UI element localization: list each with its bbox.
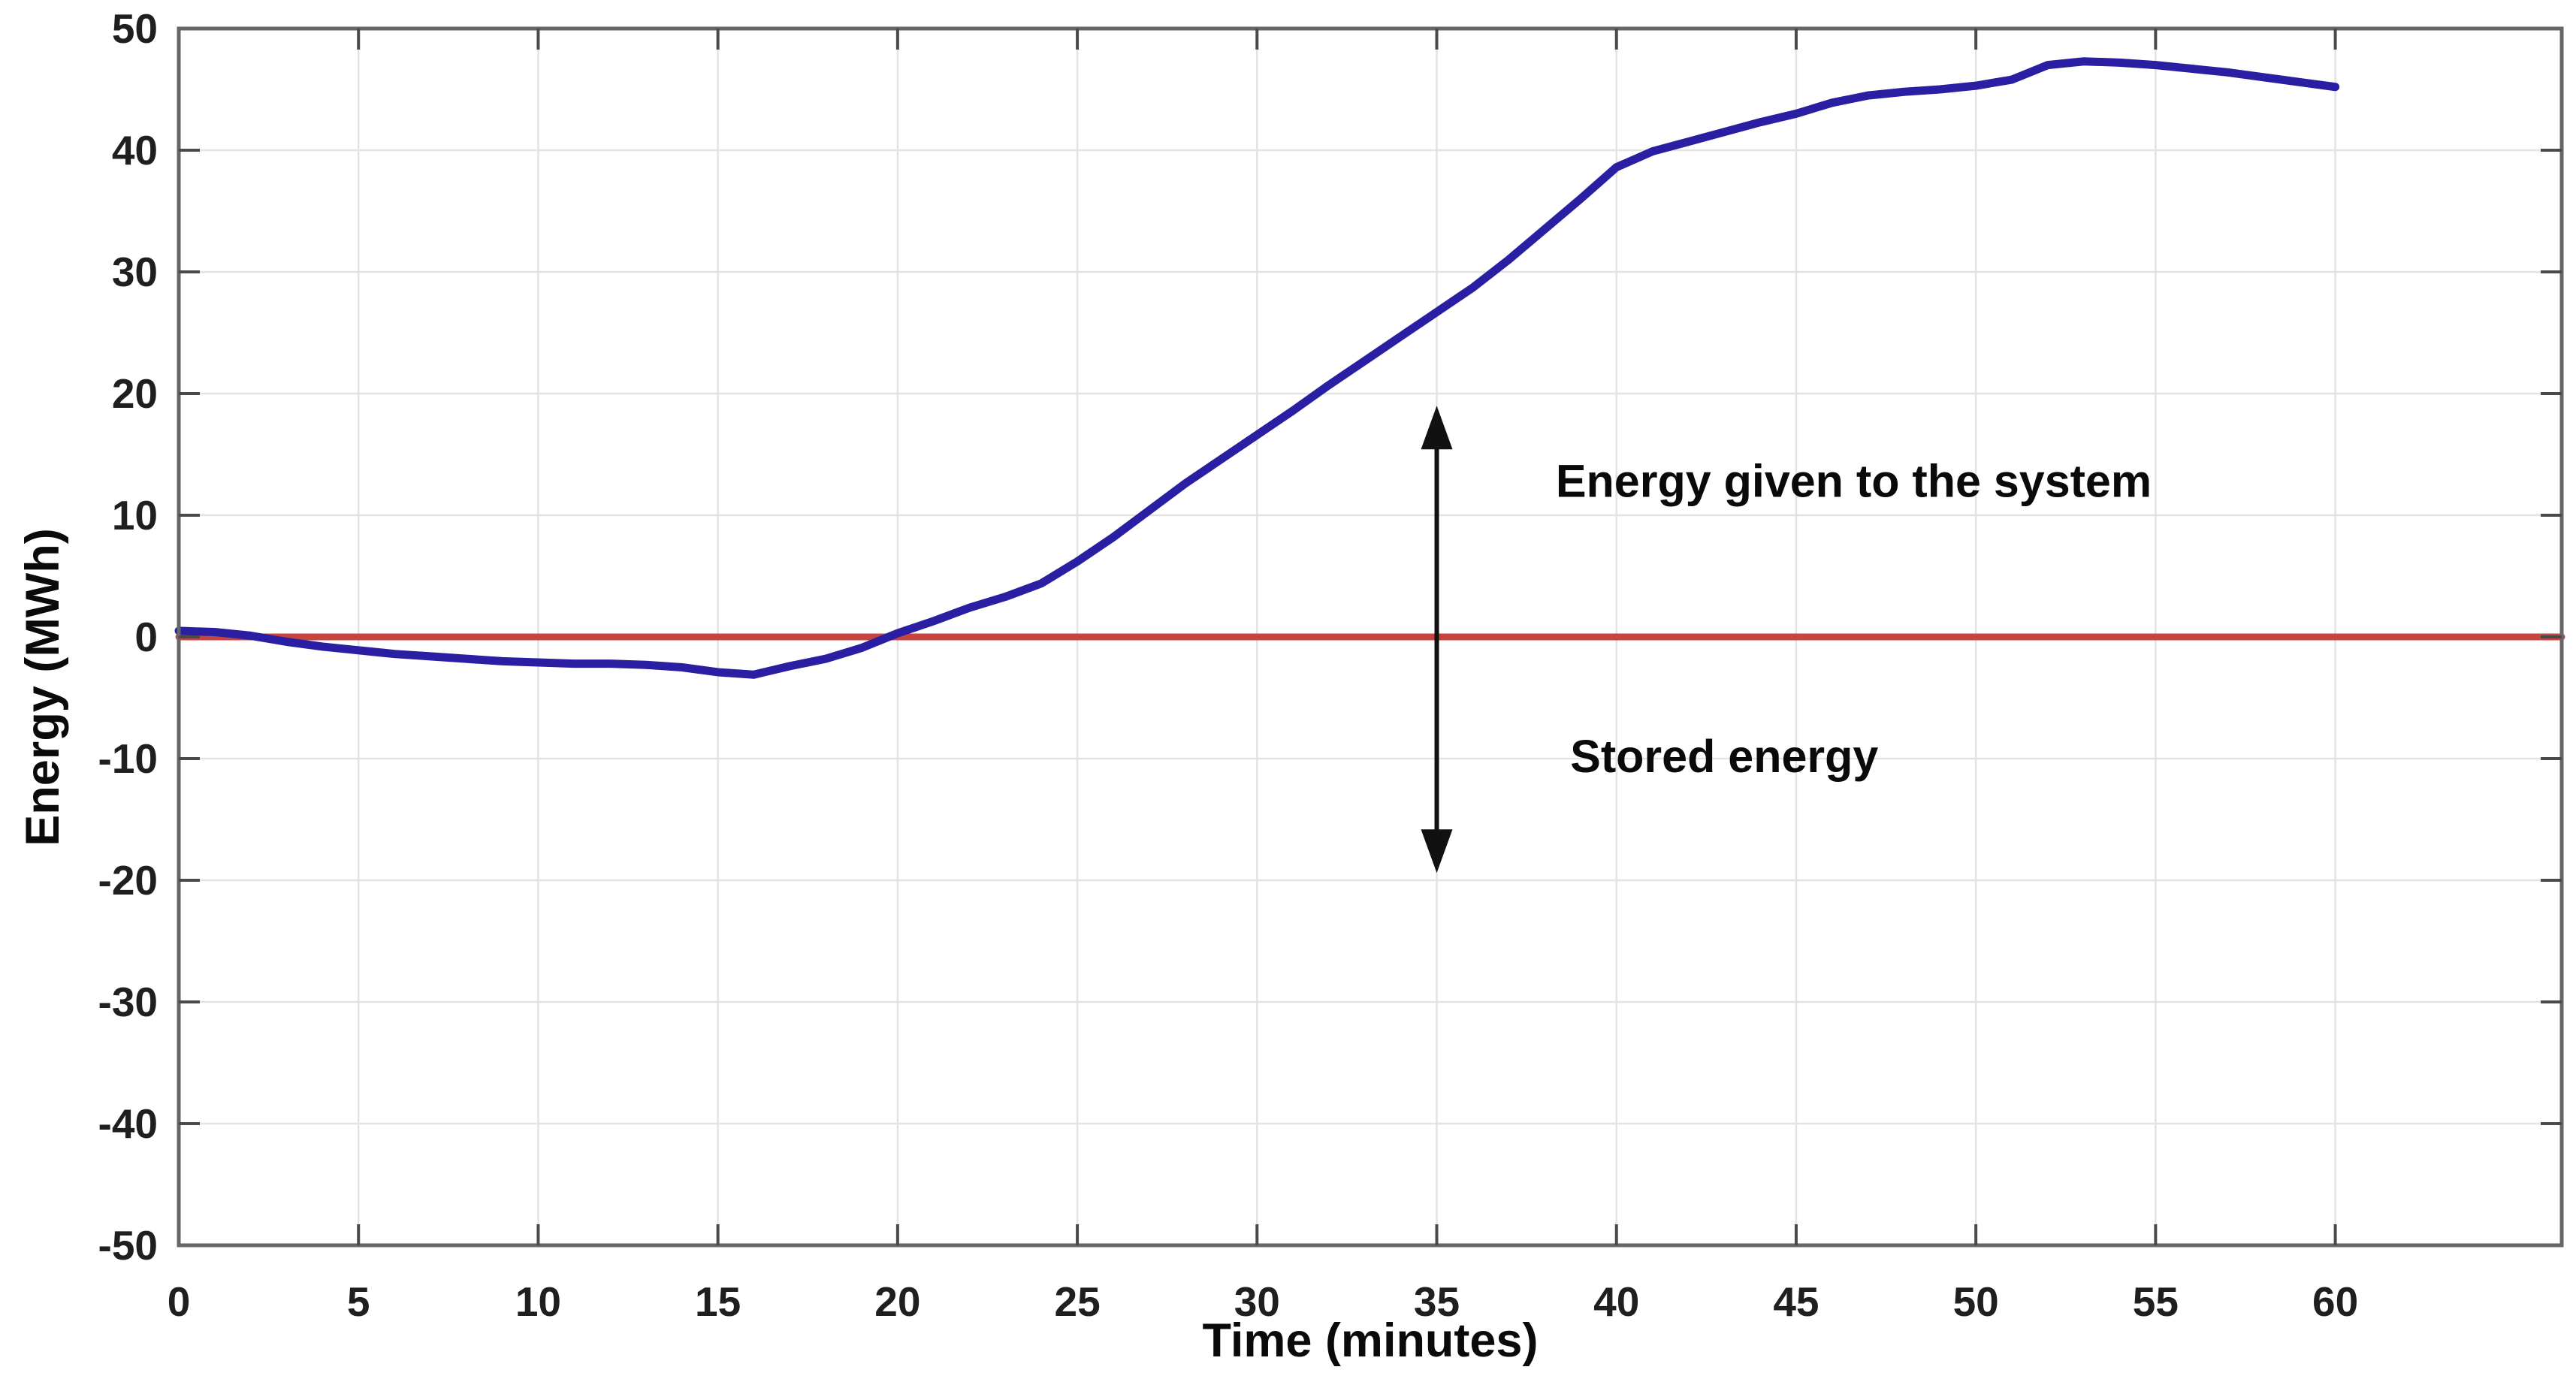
x-tick-label-45: 45 — [1773, 1278, 1819, 1325]
y-tick-label-10: 10 — [112, 492, 158, 539]
x-tick-label-35: 35 — [1414, 1278, 1460, 1325]
y-tick-label-50: 50 — [112, 5, 158, 52]
x-tick-label-0: 0 — [168, 1278, 191, 1325]
y-tick-label-20: 20 — [112, 370, 158, 417]
x-tick-label-15: 15 — [695, 1278, 741, 1325]
x-tick-label-25: 25 — [1054, 1278, 1100, 1325]
x-tick-label-10: 10 — [515, 1278, 561, 1325]
y-axis-title: Energy (MWh) — [17, 528, 69, 846]
y-tick-label--30: -30 — [98, 979, 159, 1025]
x-axis-title: Time (minutes) — [1203, 1314, 1539, 1367]
tick-labels: 0 5 10 15 20 25 30 35 40 45 50 55 60 -50 -40 -30 -20 -10 0… — [98, 5, 2359, 1325]
annotation-energy-given-label: Energy given to the system — [1556, 456, 2152, 507]
y-tick-label--20: -20 — [98, 857, 159, 904]
energy-curve — [174, 57, 2340, 679]
x-tick-label-50: 50 — [1953, 1278, 1999, 1325]
y-tick-label-0: 0 — [134, 614, 158, 660]
axis-ticks — [179, 29, 2562, 1245]
y-tick-label-40: 40 — [112, 127, 158, 173]
series — [174, 57, 2565, 679]
x-tick-label-60: 60 — [2312, 1278, 2358, 1325]
y-tick-label--10: -10 — [98, 735, 159, 782]
x-tick-label-30: 30 — [1234, 1278, 1280, 1325]
y-tick-label--50: -50 — [98, 1222, 159, 1269]
annotation-stored-energy-label: Stored energy — [1570, 731, 1878, 782]
y-tick-label-30: 30 — [112, 249, 158, 295]
x-tick-label-20: 20 — [874, 1278, 920, 1325]
x-tick-label-55: 55 — [2133, 1278, 2179, 1325]
y-tick-label--40: -40 — [98, 1100, 159, 1147]
arrowhead-down-icon — [1421, 829, 1453, 874]
arrowhead-up-icon — [1421, 406, 1453, 450]
x-tick-label-40: 40 — [1593, 1278, 1639, 1325]
x-tick-label-5: 5 — [347, 1278, 370, 1325]
annotations: Energy given to the system Stored energy — [1421, 406, 2152, 874]
